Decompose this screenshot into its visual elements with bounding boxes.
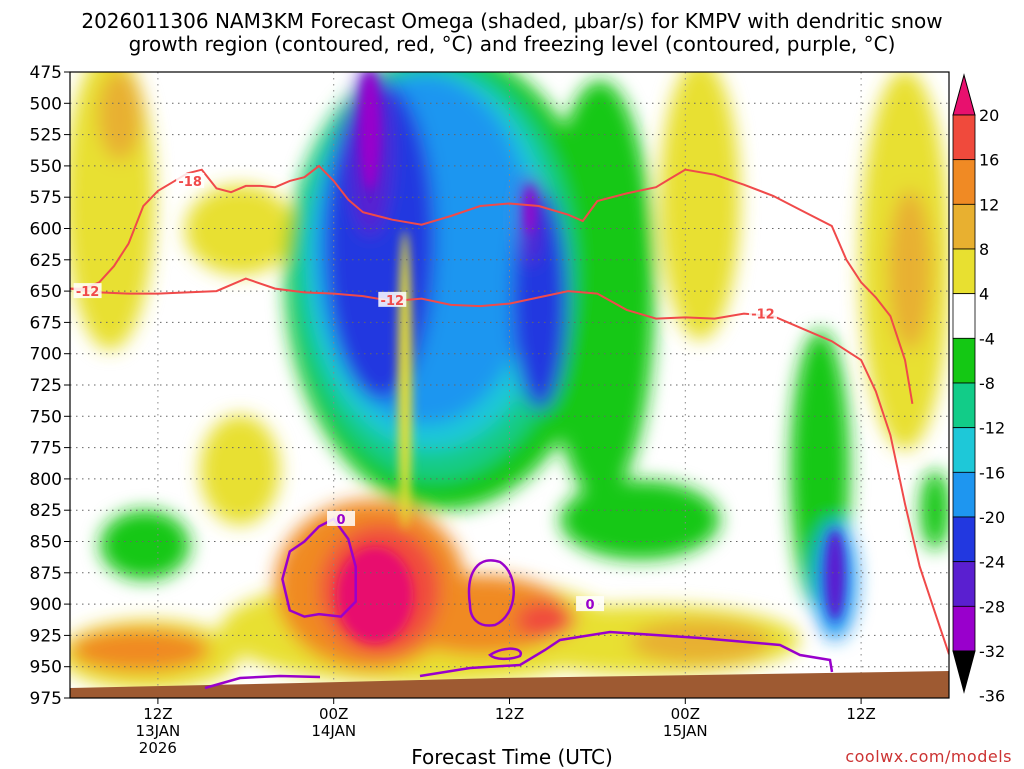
contour-label: -12: [751, 308, 775, 323]
y-tick-label: 675: [30, 313, 62, 333]
colorbar-segment: [952, 293, 976, 339]
colorbar-segment: [952, 516, 976, 563]
y-tick-label: 600: [30, 220, 62, 240]
colorbar-segment: [952, 159, 976, 205]
contour-label-bg: [576, 596, 605, 612]
colorbar-segment: [952, 561, 976, 607]
colorbar-label: 4: [979, 285, 989, 304]
colorbar-label: 20: [979, 106, 999, 125]
chart-title-line1: 2026011306 NAM3KM Forecast Omega (shaded…: [81, 9, 943, 33]
x-tick-label: 12Z: [143, 705, 172, 723]
contour-label: 0: [337, 513, 346, 528]
y-tick-label: 475: [30, 63, 62, 83]
colorbar-label: -16: [979, 463, 1005, 482]
x-tick-date: 13JAN: [136, 722, 181, 740]
contour-label-bg: [378, 291, 407, 307]
y-tick-label: 850: [30, 533, 62, 553]
y-tick-label: 650: [30, 282, 62, 302]
colorbar-segment: [952, 382, 976, 429]
x-tick-year: 2026: [139, 739, 177, 757]
y-tick-label: 800: [30, 470, 62, 490]
y-tick-label: 625: [30, 251, 62, 271]
colorbar-label: -32: [979, 642, 1005, 661]
contour-label-bg: [748, 305, 777, 321]
y-tick-label: 525: [30, 126, 62, 146]
colorbar-bottom-arrow: [952, 650, 976, 694]
colorbar-label: -12: [979, 419, 1005, 438]
y-tick-label: 575: [30, 188, 62, 208]
colorbar: 20 16 12 8 4 -4 -8 -12 -16 -20 -24 -28 -32 -36: [952, 73, 1005, 706]
colorbar-segment: [952, 114, 976, 161]
contour-label-bg: [176, 172, 205, 188]
freezing-level-contour-small: [488, 647, 523, 661]
contour-label-bg: [73, 283, 102, 299]
y-tick-label: 925: [30, 626, 62, 646]
colorbar-segment: [952, 248, 976, 295]
credit-text: coolwx.com/models: [845, 747, 1012, 766]
x-tick-label: 12Z: [495, 705, 524, 723]
colorbar-segment: [952, 471, 976, 518]
contour-labels: -12 -12 -12 -18 0 0: [73, 172, 777, 613]
y-tick-label: 775: [30, 439, 62, 459]
colorbar-label: 8: [979, 240, 989, 259]
colorbar-label: -20: [979, 508, 1005, 527]
colorbar-label: -28: [979, 597, 1005, 616]
chart-title-line2: growth region (contoured, red, °C) and f…: [128, 32, 896, 56]
terrain-surface: [70, 671, 949, 698]
y-tick-label: 875: [30, 564, 62, 584]
y-tick-label: 900: [30, 595, 62, 615]
dgz-minus12-contour: [70, 277, 949, 655]
colorbar-label: -8: [979, 374, 995, 393]
x-tick-label: 12Z: [846, 705, 875, 723]
contour-label: -12: [381, 294, 405, 309]
colorbar-segment: [952, 337, 976, 384]
freezing-level-contour-loop: [467, 559, 515, 627]
colorbar-label: -4: [979, 329, 995, 348]
contour-label: -18: [178, 175, 202, 190]
x-tick-date: 15JAN: [663, 722, 708, 740]
colorbar-top-arrow: [952, 73, 976, 116]
freezing-level-contour: [281, 517, 357, 618]
colorbar-label: 16: [979, 151, 999, 170]
freezing-level-contour-surface: [204, 630, 834, 690]
y-tick-label: 500: [30, 94, 62, 114]
y-tick-label: 825: [30, 501, 62, 521]
colorbar-label: -36: [979, 687, 1005, 706]
y-tick-label: 975: [30, 689, 62, 709]
contour-label-bg: [327, 510, 356, 526]
y-tick-label: 950: [30, 658, 62, 678]
y-tick-label: 550: [30, 157, 62, 177]
x-tick-label: 00Z: [319, 705, 348, 723]
y-tick-label: 700: [30, 345, 62, 365]
y-axis: 475 500 525 550 575 600 625 650 675 700 725 750 775 8…: [30, 63, 70, 709]
grid: [70, 72, 949, 698]
contour-label: 0: [586, 598, 595, 613]
y-tick-label: 725: [30, 376, 62, 396]
colorbar-segment: [952, 605, 976, 652]
x-tick-date: 14JAN: [311, 722, 356, 740]
x-tick-label: 00Z: [671, 705, 700, 723]
contour-label: -12: [76, 285, 100, 300]
colorbar-label: 12: [979, 195, 999, 214]
colorbar-segment: [952, 427, 976, 473]
omega-field: [70, 72, 949, 698]
y-tick-label: 750: [30, 407, 62, 427]
x-axis-label: Forecast Time (UTC): [411, 745, 613, 769]
colorbar-segment: [952, 203, 976, 250]
colorbar-label: -24: [979, 553, 1005, 572]
